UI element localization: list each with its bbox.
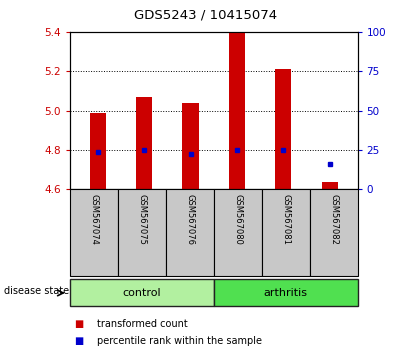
Text: GSM567075: GSM567075 bbox=[137, 194, 146, 245]
Text: disease state: disease state bbox=[4, 286, 69, 296]
Text: GDS5243 / 10415074: GDS5243 / 10415074 bbox=[134, 9, 277, 22]
Bar bbox=[90, 113, 106, 189]
Text: GSM567074: GSM567074 bbox=[89, 194, 98, 245]
Bar bbox=[182, 103, 199, 189]
Text: GSM567082: GSM567082 bbox=[329, 194, 338, 245]
Text: GSM567080: GSM567080 bbox=[233, 194, 242, 245]
Bar bbox=[214, 279, 358, 307]
Bar bbox=[70, 279, 214, 307]
Bar bbox=[275, 69, 291, 189]
Text: GSM567081: GSM567081 bbox=[281, 194, 290, 245]
Bar bbox=[322, 182, 338, 189]
Bar bbox=[229, 32, 245, 189]
Bar bbox=[214, 189, 262, 276]
Bar bbox=[118, 189, 166, 276]
Bar bbox=[262, 189, 309, 276]
Text: percentile rank within the sample: percentile rank within the sample bbox=[97, 336, 261, 346]
Text: transformed count: transformed count bbox=[97, 319, 187, 329]
Bar bbox=[136, 97, 152, 189]
Text: control: control bbox=[122, 288, 161, 298]
Text: ■: ■ bbox=[74, 336, 83, 346]
Bar bbox=[70, 189, 118, 276]
Text: arthritis: arthritis bbox=[263, 288, 308, 298]
Bar bbox=[309, 189, 358, 276]
Text: ■: ■ bbox=[74, 319, 83, 329]
Bar bbox=[166, 189, 214, 276]
Text: GSM567076: GSM567076 bbox=[185, 194, 194, 245]
